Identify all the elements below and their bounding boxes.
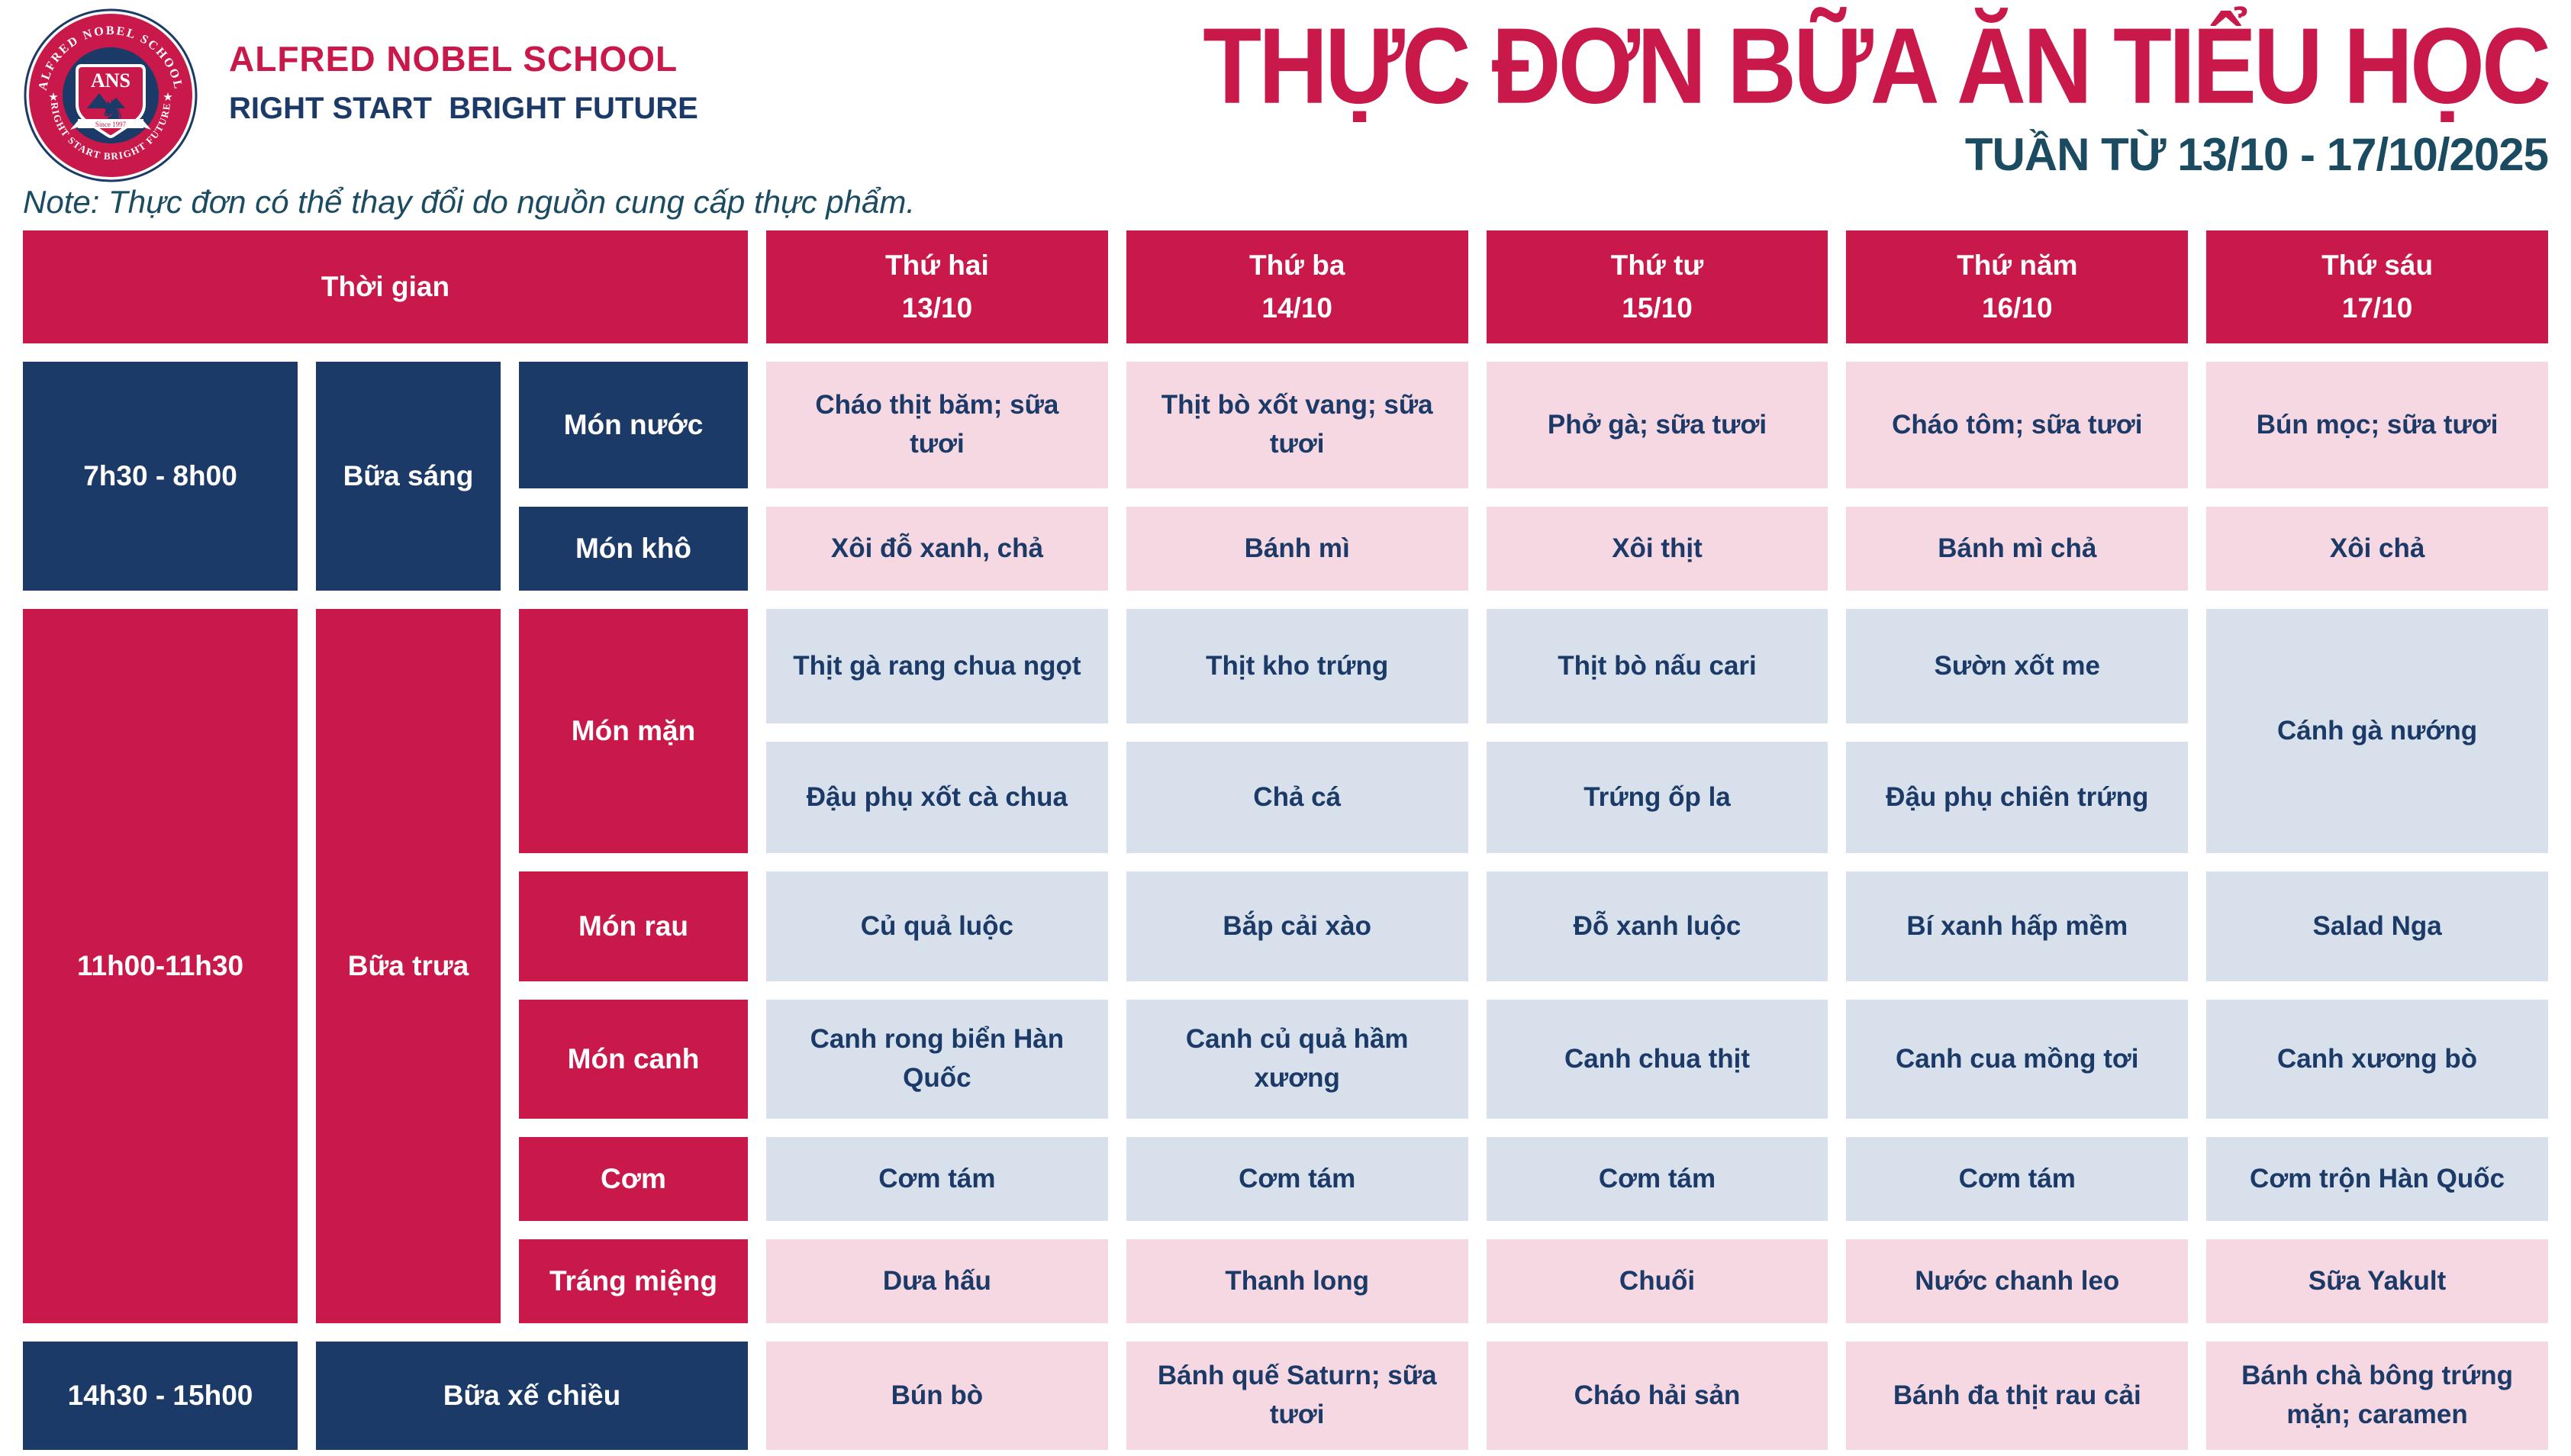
dish-cell: Xôi đỗ xanh, chả: [766, 507, 1108, 591]
dish-cell: Canh củ quả hầm xương: [1126, 1000, 1468, 1119]
dish-cell: Cơm tám: [1126, 1137, 1468, 1222]
dish-cell: Xôi chả: [2206, 507, 2548, 591]
dish-cell: Cháo thịt băm; sữa tươi: [766, 362, 1108, 489]
logo-shield: [76, 64, 146, 138]
table-header-day: Thứ năm 16/10: [1846, 230, 2189, 344]
school-logo-icon: ALFRED NOBEL SCHOOL RIGHT START BRIGHT F…: [24, 8, 198, 182]
day-date: 14/10: [1261, 292, 1332, 324]
school-name: ALFRED NOBEL SCHOOL: [229, 38, 678, 79]
dish-cell: Canh cua mồng tơi: [1846, 1000, 2189, 1119]
dish-cell: Cháo hải sản: [1486, 1342, 1828, 1451]
category-cell: Tráng miệng: [519, 1239, 748, 1324]
day-date: 16/10: [1981, 292, 2053, 324]
dish-cell: Thịt bò nấu cari: [1486, 609, 1828, 724]
dish-cell: Salad Nga: [2206, 871, 2548, 982]
day-date: 17/10: [2341, 292, 2413, 324]
dish-cell: Chả cá: [1126, 742, 1468, 854]
dish-cell: Nước chanh leo: [1846, 1239, 2189, 1324]
dish-cell: Canh xương bò: [2206, 1000, 2548, 1119]
category-cell: Món rau: [519, 871, 748, 982]
dish-cell: Thịt bò xốt vang; sữa tươi: [1126, 362, 1468, 489]
logo-star-left-icon: ★: [48, 91, 58, 104]
dish-cell: Cháo tôm; sữa tươi: [1846, 362, 2189, 489]
dish-cell: Sữa Yakult: [2206, 1239, 2548, 1324]
day-name: Thứ tư: [1610, 250, 1704, 282]
day-name: Thứ hai: [885, 250, 989, 282]
dish-cell: Canh rong biển Hàn Quốc: [766, 1000, 1108, 1119]
day-name: Thứ sáu: [2321, 250, 2434, 282]
dish-cell: Đậu phụ xốt cà chua: [766, 742, 1108, 854]
logo-star-right-icon: ★: [163, 91, 172, 104]
day-date: 13/10: [901, 292, 973, 324]
dish-cell: Bánh mì chả: [1846, 507, 2189, 591]
logo-abbr-text: ANS: [91, 69, 130, 92]
dish-cell: Bánh chà bông trứng mặn; caramen: [2206, 1342, 2548, 1451]
time-cell: 7h30 - 8h00: [23, 362, 298, 591]
school-brand: ALFRED NOBEL SCHOOL RIGHT START BRIGHT F…: [23, 8, 698, 183]
meal-cell: Bữa trưa: [316, 609, 501, 1324]
note-text: Note: Thực đơn có thể thay đổi do nguồn …: [23, 184, 916, 220]
dish-cell: Cơm tám: [1486, 1137, 1828, 1222]
table-header-day: Thứ ba 14/10: [1126, 230, 1468, 344]
table-header-day: Thứ hai 13/10: [766, 230, 1108, 344]
dish-cell: Cơm trộn Hàn Quốc: [2206, 1137, 2548, 1222]
dish-cell: Thịt kho trứng: [1126, 609, 1468, 724]
day-name: Thứ năm: [1957, 250, 2078, 282]
category-cell: Cơm: [519, 1137, 748, 1222]
table-header-time: Thời gian: [23, 230, 748, 344]
category-cell: Món nước: [519, 362, 748, 489]
dish-cell: Cánh gà nướng: [2206, 609, 2548, 854]
time-cell: 11h00-11h30: [23, 609, 298, 1324]
dish-cell: Củ quả luộc: [766, 871, 1108, 982]
category-cell: Món mặn: [519, 609, 748, 854]
dish-cell: Bún bò: [766, 1342, 1108, 1451]
dish-cell: Cơm tám: [766, 1137, 1108, 1222]
page-header: ALFRED NOBEL SCHOOL RIGHT START BRIGHT F…: [23, 0, 2551, 183]
category-cell: Món khô: [519, 507, 748, 591]
dish-cell: Bánh quế Saturn; sữa tươi: [1126, 1342, 1468, 1451]
dish-cell: Cơm tám: [1846, 1137, 2189, 1222]
week-range: TUẦN TỪ 13/10 - 17/10/2025: [1964, 129, 2549, 180]
dish-cell: Phở gà; sữa tươi: [1486, 362, 1828, 489]
meal-cell: Bữa sáng: [316, 362, 501, 591]
dish-cell: Bánh đa thịt rau cải: [1846, 1342, 2189, 1451]
dish-cell: Xôi thịt: [1486, 507, 1828, 591]
dish-cell: Bí xanh hấp mềm: [1846, 871, 2189, 982]
dish-cell: Đỗ xanh luộc: [1486, 871, 1828, 982]
title-block: THỰC ĐƠN BỮA ĂN TIỂU HỌC TUẦN TỪ 13/10 -…: [1203, 5, 2551, 181]
time-cell: 14h30 - 15h00: [23, 1342, 298, 1451]
brand-text: ALFRED NOBEL SCHOOL RIGHT START BRIGHT F…: [229, 38, 698, 126]
table-header-day: Thứ tư 15/10: [1486, 230, 1828, 344]
dish-cell: Bánh mì: [1126, 507, 1468, 591]
meal-cell: Bữa xế chiều: [316, 1342, 748, 1451]
dish-cell: Thanh long: [1126, 1239, 1468, 1324]
dish-cell: Đậu phụ chiên trứng: [1846, 742, 2189, 854]
day-name: Thứ ba: [1248, 250, 1345, 282]
dish-cell: Bún mọc; sữa tươi: [2206, 362, 2548, 489]
dish-cell: Canh chua thịt: [1486, 1000, 1828, 1119]
dish-cell: Sườn xốt me: [1846, 609, 2189, 724]
day-date: 15/10: [1622, 292, 1693, 324]
menu-table: Thời gian Thứ hai 13/10 Thứ ba 14/10 Thứ tư 15…: [23, 230, 2548, 1451]
category-cell: Món canh: [519, 1000, 748, 1119]
table-header-day: Thứ sáu 17/10: [2206, 230, 2548, 344]
page-title: THỰC ĐƠN BỮA ĂN TIỂU HỌC: [1203, 5, 2551, 126]
dish-cell: Dưa hấu: [766, 1239, 1108, 1324]
dish-cell: Chuối: [1486, 1239, 1828, 1324]
dish-cell: Bắp cải xào: [1126, 871, 1468, 982]
school-tagline: RIGHT START BRIGHT FUTURE: [229, 91, 698, 125]
dish-cell: Thịt gà rang chua ngọt: [766, 609, 1108, 724]
logo-since-text: Since 1997: [95, 121, 127, 128]
dish-cell: Trứng ốp la: [1486, 742, 1828, 854]
logo-mountain-icon: [87, 93, 125, 108]
